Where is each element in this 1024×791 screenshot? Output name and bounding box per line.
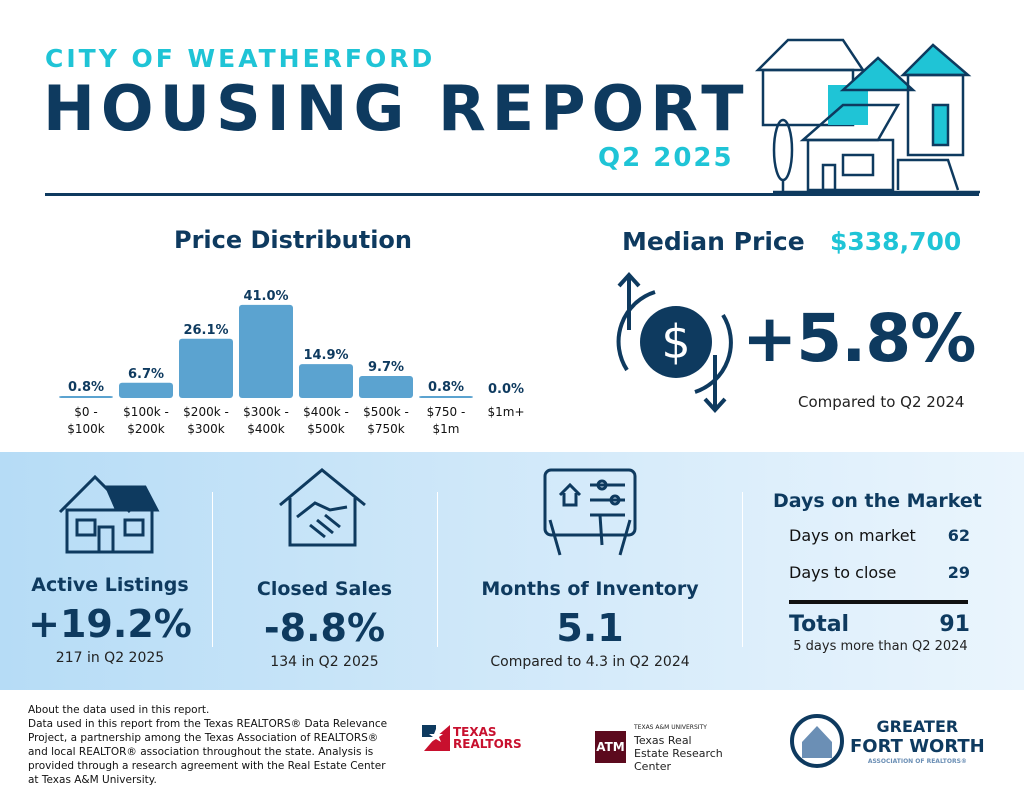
divider <box>45 193 979 196</box>
report-title: HOUSING REPORT <box>43 72 750 145</box>
category-label: $200k <box>127 422 165 436</box>
category-label: $400k <box>247 422 285 436</box>
footer-note: About the data used in this report. Data… <box>28 703 388 787</box>
logo-text: GREATER <box>876 716 959 736</box>
logo-text: TEXAS A&M UNIVERSITY <box>634 724 707 731</box>
stat-active-listings: Active Listings +19.2% 217 in Q2 2025 <box>10 574 210 666</box>
dom-total-label: Total <box>789 612 850 637</box>
price-distribution-chart: 0.8% $0 - $100k 6.7% $100k - $200k 26.1% $200k … <box>59 289 525 436</box>
category-label: $400k - <box>303 405 349 419</box>
bar <box>59 396 113 398</box>
data-label: 6.7% <box>128 367 164 382</box>
stat-sub: 134 in Q2 2025 <box>270 654 379 670</box>
divider <box>212 492 213 647</box>
logo-text: Texas Real Estate Research Center <box>634 734 723 773</box>
data-label: 41.0% <box>243 289 288 304</box>
data-label: 14.9% <box>303 348 348 363</box>
texas-realtors-mark-icon <box>422 725 450 751</box>
divider <box>742 492 743 647</box>
house-icon <box>58 474 160 554</box>
stat-value: -8.8% <box>263 606 386 650</box>
dom-row-label: Days on market <box>789 526 916 545</box>
tamu-mark-icon: ATM <box>595 731 626 763</box>
stat-sub: Compared to 4.3 in Q2 2024 <box>490 654 690 670</box>
data-label: 0.8% <box>428 380 464 395</box>
handshake-icon <box>279 468 366 547</box>
category-label: $1m+ <box>487 405 524 419</box>
dom-title: Days on the Market <box>773 490 982 512</box>
dom-row: Days on market 62 <box>789 526 970 545</box>
stat-sub: 217 in Q2 2025 <box>55 650 165 666</box>
footer-line: About the data used in this report. <box>28 704 210 716</box>
category-label: $500k - <box>363 405 409 419</box>
category-label: $1m <box>433 422 460 436</box>
median-compare-note: Compared to Q2 2024 <box>798 393 965 411</box>
category-label: $0 - <box>74 405 97 419</box>
svg-text:$: $ <box>661 315 690 369</box>
category-label: $300k - <box>243 405 289 419</box>
divider <box>437 492 438 647</box>
category-label: $750 - <box>427 405 466 419</box>
stat-value: +19.2% <box>28 602 192 646</box>
logo-text: TEXAS REALTORS <box>453 725 522 751</box>
houses-illustration-icon <box>754 38 980 194</box>
median-price-label: Median Price <box>622 227 805 256</box>
gfw-logo: GREATER FORT WORTH ASSOCIATION OF REALTORS… <box>790 714 985 768</box>
dom-row-value: 62 <box>947 526 970 545</box>
data-label: 9.7% <box>368 360 404 375</box>
divider <box>789 600 968 604</box>
median-price-value: $338,700 <box>830 227 962 256</box>
category-label: $100k <box>67 422 105 436</box>
bar <box>359 375 413 398</box>
gfw-mark-icon <box>790 714 844 768</box>
category-label: $750k <box>367 422 405 436</box>
report-quarter: Q2 2025 <box>598 143 734 173</box>
category-label: $300k <box>187 422 225 436</box>
logo-text: ASSOCIATION OF REALTORS® <box>867 757 967 765</box>
data-label: 0.0% <box>488 382 524 397</box>
stat-months-inventory: Months of Inventory 5.1 Compared to 4.3 … <box>445 578 735 670</box>
stat-closed-sales: Closed Sales -8.8% 134 in Q2 2025 <box>222 578 427 670</box>
chart-title: Price Distribution <box>173 226 413 254</box>
footer-line: Data used in this report from the Texas … <box>28 718 388 786</box>
texas-realtors-logo: TEXAS REALTORS <box>422 725 523 751</box>
dom-total-value: 91 <box>939 612 970 637</box>
dom-note: 5 days more than Q2 2024 <box>793 639 968 654</box>
bar <box>299 364 353 398</box>
dom-row-label: Days to close <box>789 563 897 582</box>
dom-row-value: 29 <box>947 563 970 582</box>
category-label: $500k <box>307 422 345 436</box>
dom-row: Days to close 29 <box>789 563 970 582</box>
median-price-change: +5.8% <box>742 300 976 377</box>
stat-value: 5.1 <box>556 606 624 650</box>
bar <box>119 382 173 398</box>
data-label: 0.8% <box>68 380 104 395</box>
category-label: $200k - <box>183 405 229 419</box>
stat-label: Active Listings <box>31 574 189 596</box>
dom-total: Total 91 <box>789 612 970 637</box>
stats-band <box>0 452 1024 690</box>
logo-text: FORT WORTH <box>850 735 985 757</box>
bar <box>419 396 473 398</box>
data-label: 26.1% <box>183 323 228 338</box>
tamu-logo: ATM TEXAS A&M UNIVERSITY Texas Real Estat… <box>595 721 729 773</box>
tablet-icon <box>543 468 637 556</box>
category-label: $100k - <box>123 405 169 419</box>
stat-label: Closed Sales <box>256 578 393 600</box>
stat-label: Months of Inventory <box>481 578 699 600</box>
days-on-market-panel: Days on the Market Days on market 62 Days… <box>773 490 988 654</box>
bar <box>239 304 293 398</box>
dollar-cycle-icon: $ <box>616 272 733 413</box>
city-name: CITY OF WEATHERFORD <box>45 44 436 73</box>
bar <box>179 338 233 398</box>
